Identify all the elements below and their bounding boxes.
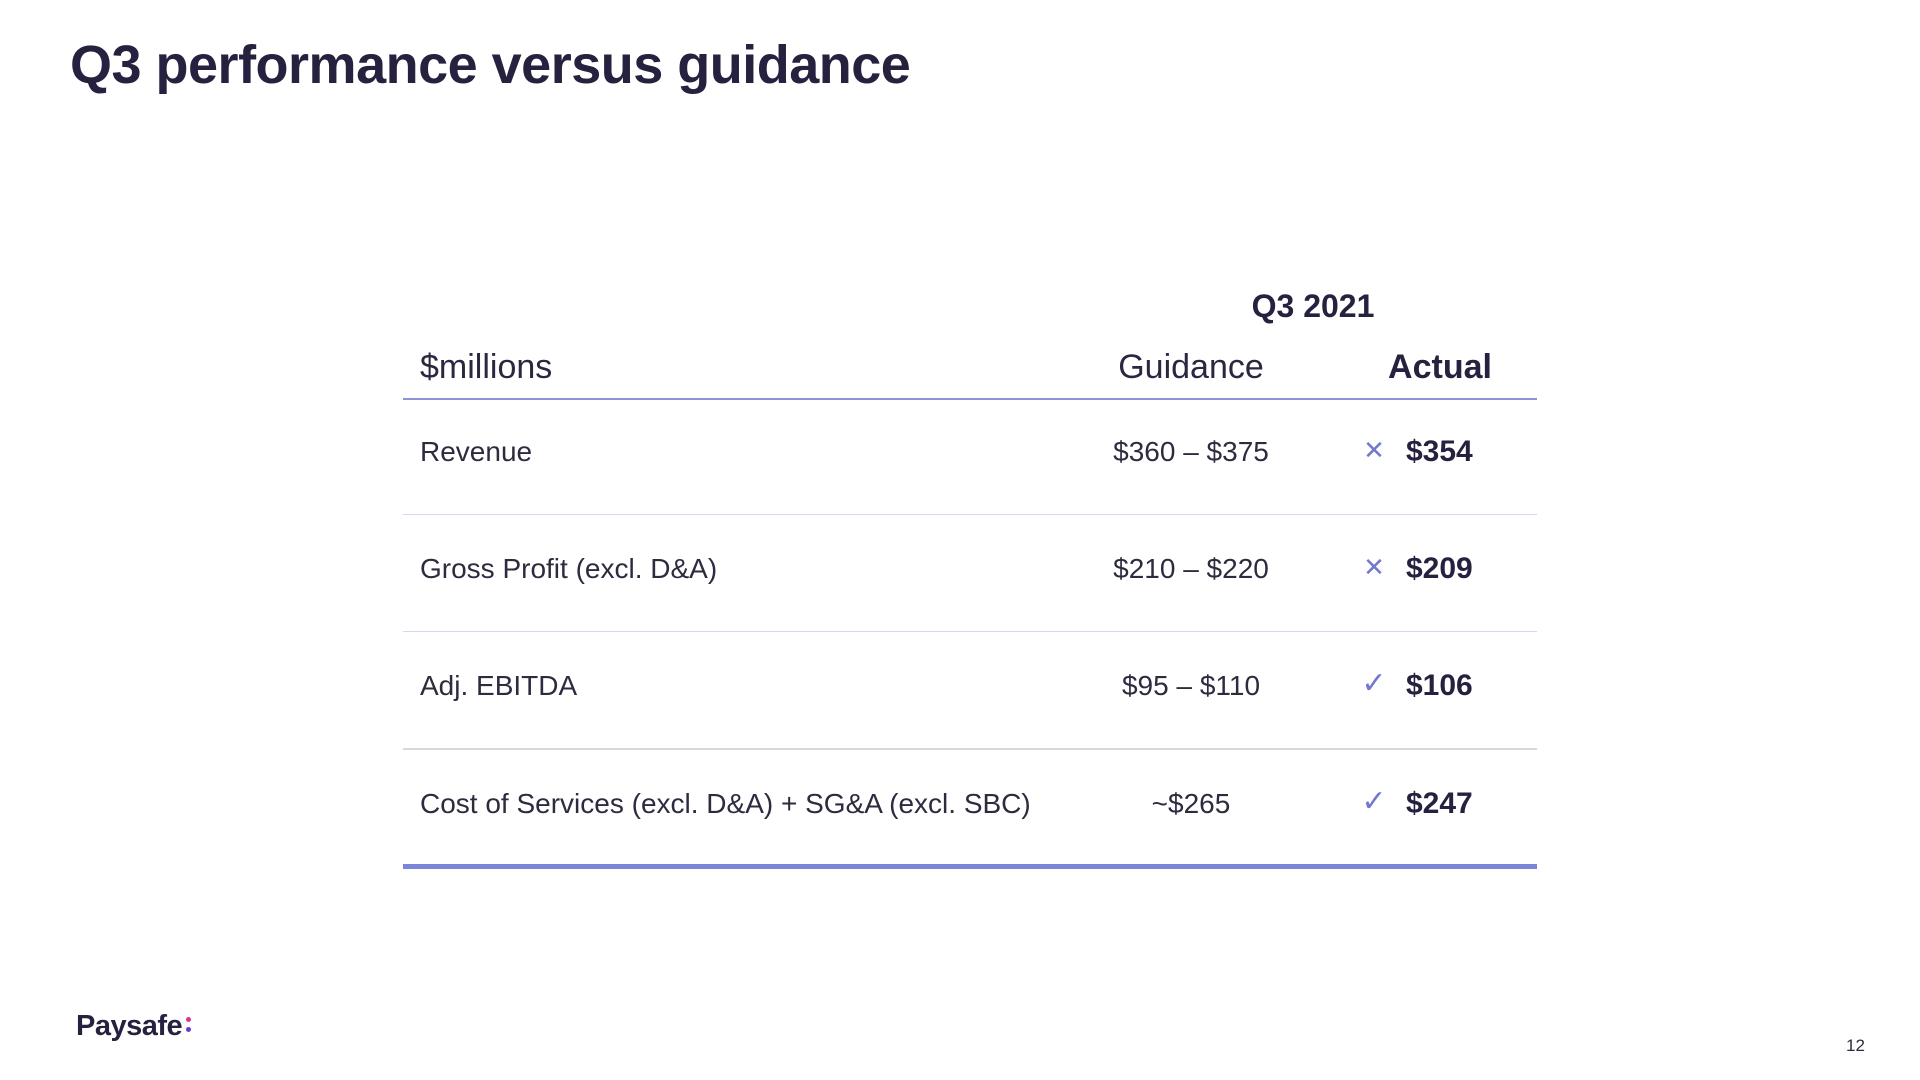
check-icon: ✓ bbox=[1361, 667, 1387, 700]
slide-title: Q3 performance versus guidance bbox=[70, 35, 911, 95]
table-row: Adj. EBITDA $95 – $110 ✓ $106 bbox=[403, 632, 1537, 750]
colon-mark-icon bbox=[185, 1013, 193, 1035]
cross-icon: ✕ bbox=[1363, 435, 1385, 465]
paysafe-logo: Paysafe bbox=[76, 1010, 193, 1043]
row-metric: Revenue bbox=[420, 436, 533, 467]
row-metric: Gross Profit (excl. D&A) bbox=[420, 553, 718, 584]
logo-text: Paysafe bbox=[76, 1010, 183, 1042]
table-row: Cost of Services (excl. D&A) + SG&A (exc… bbox=[403, 750, 1537, 869]
table-body: Revenue $360 – $375 ✕ $354 Gross Profit … bbox=[403, 398, 1537, 869]
header-guidance: Guidance bbox=[1118, 348, 1264, 386]
row-metric: Adj. EBITDA bbox=[420, 670, 578, 701]
row-guidance: $210 – $220 bbox=[1113, 553, 1269, 584]
table-header-row: $millions Guidance Actual bbox=[403, 348, 1537, 400]
row-actual: $209 bbox=[1406, 552, 1473, 585]
check-icon: ✓ bbox=[1361, 785, 1387, 818]
period-label: Q3 2021 bbox=[1251, 288, 1375, 324]
row-actual: $354 bbox=[1406, 435, 1473, 468]
table-row: Gross Profit (excl. D&A) $210 – $220 ✕ $… bbox=[403, 515, 1537, 632]
row-guidance: $360 – $375 bbox=[1113, 436, 1269, 467]
row-actual: $106 bbox=[1406, 669, 1473, 702]
cross-icon: ✕ bbox=[1363, 552, 1385, 582]
table-row: Revenue $360 – $375 ✕ $354 bbox=[403, 398, 1537, 515]
row-guidance: ~$265 bbox=[1151, 788, 1231, 819]
row-guidance: $95 – $110 bbox=[1121, 670, 1261, 701]
page-number: 12 bbox=[1846, 1036, 1865, 1055]
header-actual: Actual bbox=[1388, 348, 1492, 386]
row-actual: $247 bbox=[1406, 787, 1473, 820]
row-metric: Cost of Services (excl. D&A) + SG&A (exc… bbox=[420, 788, 1031, 819]
header-metric: $millions bbox=[420, 348, 553, 386]
